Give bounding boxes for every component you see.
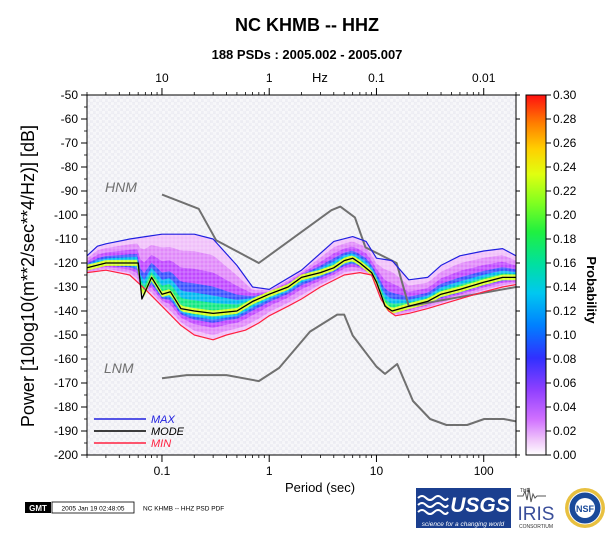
colorbar	[525, 94, 547, 456]
colorbar-label: Probability	[584, 256, 599, 324]
usgs-logo: USGS science for a changing world	[416, 488, 511, 528]
x-tick-label: 100	[474, 464, 494, 478]
colorbar-tick-label: 0.20	[553, 208, 577, 222]
colorbar-tick-label: 0.22	[553, 184, 577, 198]
gmt-logo-box	[25, 502, 51, 513]
nsf-globe-icon	[575, 498, 595, 518]
y-tick-label: -180	[54, 400, 78, 414]
colorbar-tick-label: 0.02	[553, 424, 577, 438]
nsf-logo: NSF	[565, 488, 605, 528]
iris-the: THE	[520, 488, 531, 494]
top-tick-label: 0.01	[472, 71, 496, 85]
y-tick-label: -120	[54, 256, 78, 270]
colorbar-tick-label: 0.04	[553, 400, 577, 414]
colorbar-tick-label: 0.28	[553, 112, 577, 126]
probability-density-field	[87, 95, 516, 455]
series-line-hnm	[161, 193, 516, 308]
colorbar-tick-label: 0.06	[553, 376, 577, 390]
y-tick-label: -150	[54, 328, 78, 342]
psd-lines	[87, 193, 516, 426]
colorbar-tick-label: 0.08	[553, 352, 577, 366]
series-line-lnm	[161, 313, 516, 426]
y-tick-label: -60	[61, 112, 79, 126]
iris-logo: THE IRIS CONSORTIUM	[517, 487, 555, 530]
axes: 0.1 1 10 100 10 1 0.1 0.01 -50 -60 -70 -80 -90 -100 -1…	[54, 71, 520, 478]
gmt-timestamp: 2005 Jan 19 02:48:05	[62, 506, 125, 513]
colorbar-tick-label: 0.12	[553, 304, 577, 318]
gmt-stamp: GMT 2005 Jan 19 02:48:05 NC KHMB -- HHZ …	[25, 501, 224, 514]
top-tick-label: 10	[155, 71, 169, 85]
colorbar-tick-label: 0.16	[553, 256, 577, 270]
x-tick-label: 1	[266, 464, 273, 478]
y-axis-label: Power [10log10(m**2/sec**4/Hz)] [dB]	[18, 125, 38, 427]
usgs-logo-text: USGS	[450, 494, 510, 517]
colorbar-tick-label: 0.24	[553, 160, 577, 174]
colorbar-tick-label: 0.26	[553, 136, 577, 150]
y-tick-label: -90	[61, 184, 79, 198]
gmt-timestamp-box	[51, 501, 135, 514]
usgs-tagline: science for a changing world	[422, 521, 505, 528]
y-tick-label: -140	[54, 304, 78, 318]
colorbar-tick-label: 0.00	[553, 448, 577, 462]
colorbar-tick-label: 0.14	[553, 280, 577, 294]
usgs-wordmark-box	[449, 488, 511, 518]
y-tick-label: -130	[54, 280, 78, 294]
series-line-max	[87, 233, 516, 290]
y-tick-label: -70	[61, 136, 79, 150]
colorbar-tick-label: 0.18	[553, 232, 577, 246]
x-axis-label: Period (sec)	[285, 480, 355, 495]
colorbar-tick-label: 0.30	[553, 88, 577, 102]
colorbar-tick-label: 0.10	[553, 328, 577, 342]
legend-label-max: MAX	[151, 414, 176, 426]
y-tick-label: -160	[54, 352, 78, 366]
legend-label-min: MIN	[151, 438, 171, 450]
legend-label-mode: MODE	[151, 426, 185, 438]
usgs-tagline-box	[416, 518, 511, 528]
top-axis-label: Hz	[312, 70, 328, 85]
usgs-wave-icon	[417, 495, 449, 515]
iris-logo-text: IRIS	[518, 504, 555, 525]
seismogram-icon	[517, 487, 546, 503]
iris-consortium: CONSORTIUM	[519, 524, 553, 530]
x-tick-label: 0.1	[154, 464, 171, 478]
annotation-lnm: LNM	[104, 360, 134, 376]
legend: MAX MODE MIN	[94, 414, 185, 450]
gmt-logo: GMT	[29, 504, 47, 513]
y-tick-label: -50	[61, 88, 79, 102]
y-tick-label: -190	[54, 424, 78, 438]
footer-caption: NC KHMB -- HHZ PSD PDF	[143, 506, 224, 513]
y-tick-label: -80	[61, 160, 79, 174]
chart-subtitle: 188 PSDs : 2005.002 - 2005.007	[212, 47, 403, 62]
top-tick-label: 0.1	[368, 71, 385, 85]
x-tick-label: 10	[370, 464, 384, 478]
nsf-logo-text: NSF	[576, 504, 595, 514]
series-line-mode	[87, 257, 516, 315]
y-tick-label: -110	[55, 232, 78, 246]
density-cell-grid	[87, 95, 516, 455]
chart-title: NC KHMB -- HHZ	[235, 15, 379, 35]
colorbar-ticks: 0.30 0.28 0.26 0.24 0.22 0.20 0.18 0.16 0.14 0.12…	[546, 88, 577, 462]
top-tick-label: 1	[266, 71, 273, 85]
y-tick-label: -200	[54, 448, 78, 462]
y-tick-label: -100	[54, 208, 78, 222]
annotation-hnm: HNM	[105, 179, 137, 195]
series-line-min	[87, 269, 516, 341]
y-tick-label: -170	[54, 376, 78, 390]
